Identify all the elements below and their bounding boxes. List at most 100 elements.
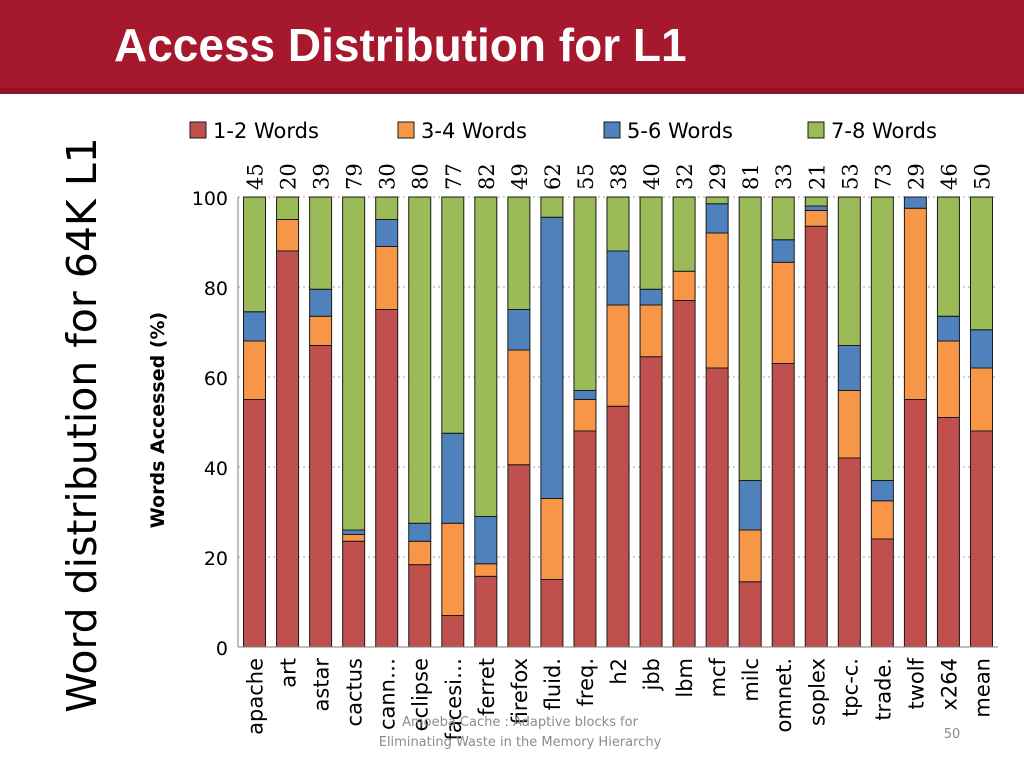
x-category-label: twolf	[904, 657, 928, 709]
bar-segment-4	[276, 196, 300, 220]
bars	[243, 196, 993, 648]
title-bar-fill	[0, 0, 1024, 94]
x-category-label: apache	[244, 658, 268, 735]
bar-segment-2	[837, 390, 861, 459]
bar-top-label: 33	[772, 163, 796, 190]
bar-top-label: 81	[739, 163, 763, 190]
bar-segment-2	[309, 315, 333, 346]
x-category-label: cactus	[343, 658, 367, 726]
bar-top-label: 53	[838, 163, 862, 190]
bar-top-label: 49	[508, 163, 532, 190]
bar-segment-3	[969, 329, 993, 369]
bar-segment-2	[903, 207, 927, 400]
bar-segment-1	[573, 430, 597, 648]
x-category-label: h2	[607, 658, 631, 685]
bar-segment-3	[606, 250, 630, 306]
bar-segment-2	[375, 246, 399, 310]
bar-segment-2	[441, 522, 465, 616]
bar-segment-3	[540, 216, 564, 499]
bar-segment-1	[672, 300, 696, 648]
footer-line-1: Amoeba Cache : Adaptive blocks for	[402, 715, 638, 730]
bar-segment-3	[573, 390, 597, 400]
y-tick-label: 100	[192, 188, 228, 210]
x-category-label: tpc-c.	[838, 658, 862, 717]
bar-segment-2	[342, 534, 366, 542]
bar-top-label: 20	[277, 163, 301, 190]
bar-segment-2	[672, 270, 696, 301]
bar-segment-4	[639, 196, 663, 290]
bar-top-label: 79	[343, 163, 367, 190]
bar-segment-3	[474, 516, 498, 565]
bar-segment-2	[804, 210, 828, 227]
bar-segment-3	[705, 203, 729, 234]
bar-segment-4	[540, 196, 564, 218]
bar-top-label: 45	[244, 163, 268, 190]
bar-segment-1	[276, 250, 300, 648]
bar-segment-4	[969, 196, 993, 331]
legend-label: 1-2 Words	[213, 119, 319, 143]
bar-top-label: 21	[805, 163, 829, 190]
bar-top-label: 80	[409, 163, 433, 190]
bar-segment-2	[639, 304, 663, 358]
bar-segment-1	[474, 575, 498, 648]
bar-segment-2	[738, 529, 762, 583]
bar-segment-4	[375, 196, 399, 220]
bar-segment-1	[507, 464, 531, 648]
bar-segment-2	[408, 540, 432, 566]
y-tick-label: 40	[204, 458, 228, 480]
bar-segment-1	[441, 615, 465, 648]
slide-title: Access Distribution for L1	[114, 19, 687, 71]
bar-segment-1	[243, 399, 267, 648]
bar-segment-3	[309, 288, 333, 317]
bar-segment-3	[639, 288, 663, 306]
bar-top-label: 32	[673, 163, 697, 190]
bar-segment-4	[309, 196, 333, 290]
bar-top-label: 46	[937, 163, 961, 190]
footer-line-2: Eliminating Waste in the Memory Hierarch…	[378, 735, 662, 750]
bar-segment-3	[507, 309, 531, 351]
x-category-label: lbm	[673, 658, 697, 698]
bar-segment-3	[870, 480, 894, 502]
bar-top-label: 82	[475, 163, 499, 190]
bar-segment-4	[936, 196, 960, 317]
x-category-label: freq.	[574, 658, 598, 707]
legend-label: 3-4 Words	[421, 119, 527, 143]
bar-segment-4	[573, 196, 597, 391]
bar-segment-3	[771, 239, 795, 263]
bar-segment-2	[969, 367, 993, 432]
bar-segment-2	[540, 498, 564, 580]
y-tick-label: 20	[204, 548, 228, 570]
bar-segment-1	[540, 579, 564, 648]
x-category-label: ferret	[475, 658, 499, 716]
x-category-label: firefox	[508, 658, 532, 724]
title-bar-background	[0, 0, 1024, 94]
x-category-label: mcf	[706, 657, 730, 697]
x-category-label: mean	[970, 658, 994, 718]
legend-swatch	[807, 121, 825, 139]
x-category-label: eclipse	[409, 658, 433, 731]
bar-segment-1	[738, 581, 762, 648]
bar-segment-1	[309, 345, 333, 648]
bar-segment-3	[342, 529, 366, 535]
bar-top-label: 29	[904, 163, 928, 190]
bar-segment-2	[771, 261, 795, 364]
bar-segment-4	[474, 196, 498, 517]
x-category-label: trade.	[871, 658, 895, 721]
x-category-label: art	[277, 658, 301, 688]
legend-swatch	[397, 121, 415, 139]
bar-segment-3	[903, 196, 927, 209]
bar-top-label: 50	[970, 163, 994, 190]
y-tick-label: 60	[204, 368, 228, 390]
footer-text: Amoeba Cache : Adaptive blocks for Elimi…	[320, 713, 720, 753]
bar-segment-1	[936, 417, 960, 648]
bar-segment-3	[375, 219, 399, 247]
x-category-label: facesi…	[442, 658, 466, 741]
bar-segment-4	[705, 196, 729, 205]
bar-segment-4	[837, 196, 861, 346]
bar-segment-4	[672, 196, 696, 272]
bar-segment-2	[936, 340, 960, 418]
bar-segment-2	[507, 349, 531, 466]
bar-top-label: 30	[376, 163, 400, 190]
x-category-label: cann…	[376, 658, 400, 730]
legend-label: 7-8 Words	[831, 119, 937, 143]
